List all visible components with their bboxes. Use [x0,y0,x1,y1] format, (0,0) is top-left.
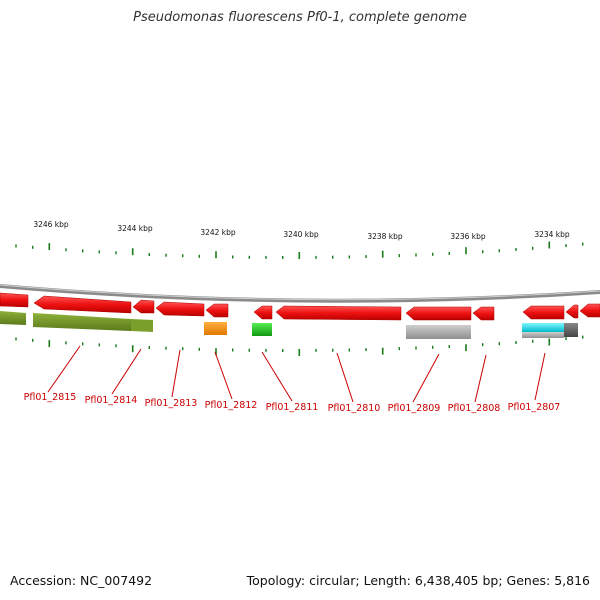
axis-label: 3246 kbp [33,220,69,229]
green-block[interactable] [252,323,272,336]
gene-label[interactable]: Pfl01_2811 [266,402,319,413]
gene-label[interactable]: Pfl01_2808 [448,403,501,414]
olive-block[interactable] [0,311,26,325]
axis-label: 3234 kbp [534,230,570,239]
genome-backbone [0,284,600,303]
gray-block[interactable] [406,325,471,339]
gene-label[interactable]: Pfl01_2809 [388,403,441,414]
map-title: Pseudomonas fluorescens Pf0-1, complete … [133,10,467,25]
lower-tick-row [15,335,584,356]
gene-arrow[interactable] [205,303,229,318]
gene-arrow[interactable] [565,304,579,319]
axis-label: 3242 kbp [200,228,236,237]
upper-tick-row [15,241,584,259]
gene-arrows [0,292,600,321]
gene-label[interactable]: Pfl01_2810 [328,403,381,414]
gene-arrow[interactable] [405,306,472,321]
axis-label: 3244 kbp [117,224,153,233]
topology-text: Topology: circular; Length: 6,438,405 bp… [246,573,590,588]
gene-label[interactable]: Pfl01_2812 [205,400,258,411]
gene-arrow[interactable] [472,306,495,321]
darkgray-block[interactable] [564,323,578,337]
leader-lines [47,345,546,403]
gene-arrow[interactable] [33,295,132,314]
gene-arrow[interactable] [579,303,600,318]
orange-block[interactable] [204,322,227,335]
olive-block[interactable] [33,313,131,331]
gene-arrow[interactable] [155,301,205,317]
axis-label: 3238 kbp [367,232,403,241]
gene-arrow[interactable] [275,305,402,321]
cyan-block[interactable] [522,323,564,332]
axis-label: 3240 kbp [283,230,319,239]
gene-label[interactable]: Pfl01_2813 [145,398,198,409]
genome-backbone-highlight [0,284,600,301]
gene-arrow[interactable] [253,305,273,320]
gray-block[interactable] [522,332,564,338]
gene-label[interactable]: Pfl01_2815 [24,392,77,403]
gene-arrow[interactable] [132,299,155,314]
accession-text: Accession: NC_007492 [10,573,153,588]
gene-label[interactable]: Pfl01_2814 [85,395,138,406]
axis-label: 3236 kbp [450,232,486,241]
gene-arrow[interactable] [0,292,29,308]
gene-label[interactable]: Pfl01_2807 [508,402,561,413]
gene-arrow[interactable] [522,305,565,320]
annotation-blocks [0,311,578,339]
olive-block[interactable] [131,319,153,332]
